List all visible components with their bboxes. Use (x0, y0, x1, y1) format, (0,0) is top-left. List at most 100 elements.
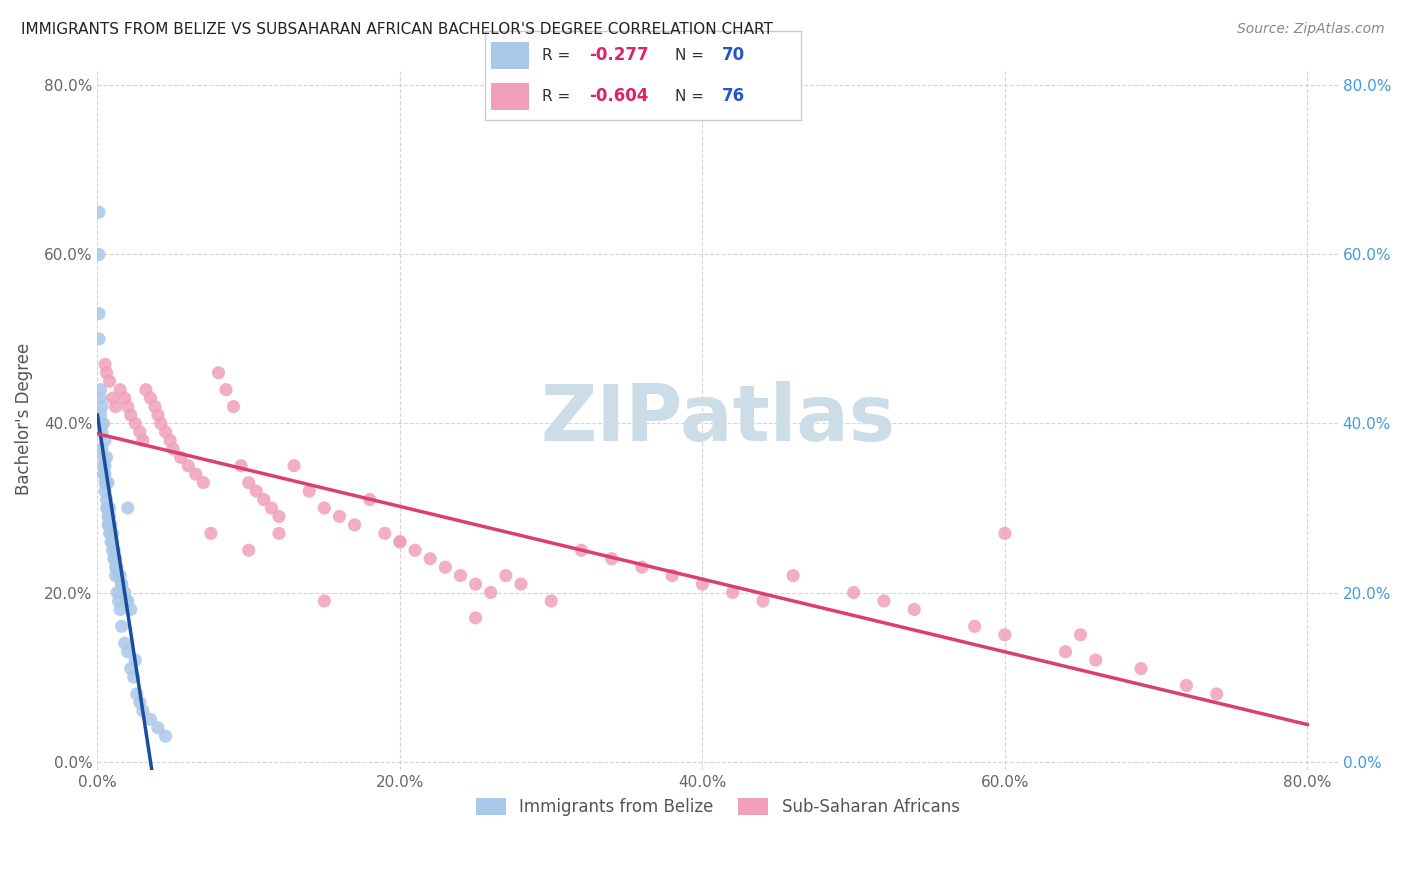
Point (104, 551, 127, 566)
Point (94, 458, 117, 473)
Point (91, 442, 114, 456)
Point (238, 543, 260, 558)
Point (87, 332, 110, 346)
Point (132, 704, 155, 718)
Text: R =: R = (541, 48, 575, 62)
Point (231, 458, 253, 473)
Point (510, 577, 533, 591)
Point (98, 501, 121, 516)
Point (100, 517, 122, 532)
Point (96, 450, 118, 465)
Point (93, 467, 115, 482)
Point (283, 458, 305, 473)
Point (104, 560, 127, 574)
Point (87, 205, 110, 219)
Text: 70: 70 (723, 46, 745, 64)
Point (842, 585, 865, 599)
Text: ZIPatlas: ZIPatlas (540, 381, 896, 458)
Point (89, 383, 111, 397)
Point (117, 645, 139, 659)
Text: N =: N = (675, 89, 709, 103)
Point (108, 383, 131, 397)
Point (1084, 653, 1107, 667)
FancyBboxPatch shape (492, 83, 529, 110)
Point (124, 417, 146, 431)
Point (89, 391, 111, 405)
Point (495, 568, 517, 582)
Point (404, 543, 426, 558)
Point (692, 577, 714, 591)
Point (115, 594, 138, 608)
Point (150, 417, 173, 431)
Point (120, 602, 142, 616)
Point (94, 467, 117, 482)
Point (721, 585, 744, 599)
Point (994, 628, 1017, 642)
Point (97, 517, 120, 532)
Point (120, 408, 142, 422)
Point (143, 400, 166, 414)
Point (93, 458, 115, 473)
Point (184, 467, 207, 482)
Point (464, 577, 486, 591)
Point (89, 408, 111, 422)
Point (103, 551, 125, 566)
Point (207, 366, 229, 380)
Text: -0.277: -0.277 (589, 46, 650, 64)
Point (91, 425, 114, 439)
Point (101, 391, 124, 405)
Point (253, 492, 276, 507)
Point (314, 594, 336, 608)
Point (108, 585, 131, 599)
Point (94, 484, 117, 499)
Point (1070, 628, 1092, 642)
Point (98, 517, 121, 532)
Point (105, 585, 128, 599)
Point (111, 577, 134, 591)
Point (139, 391, 162, 405)
Point (903, 602, 925, 616)
Legend: Immigrants from Belize, Sub-Saharan Africans: Immigrants from Belize, Sub-Saharan Afri… (467, 790, 967, 825)
Text: N =: N = (675, 48, 709, 62)
Point (114, 636, 136, 650)
Point (146, 721, 169, 735)
Point (328, 509, 350, 524)
Point (96, 475, 118, 490)
Point (94, 475, 117, 490)
Point (245, 484, 267, 499)
Point (122, 670, 145, 684)
Text: Source: ZipAtlas.com: Source: ZipAtlas.com (1237, 22, 1385, 37)
Y-axis label: Bachelor's Degree: Bachelor's Degree (15, 343, 32, 495)
Point (111, 619, 134, 633)
Point (98, 509, 121, 524)
Point (169, 450, 191, 465)
Point (193, 475, 215, 490)
Point (114, 391, 136, 405)
Point (177, 458, 200, 473)
Point (434, 560, 457, 574)
Point (125, 687, 148, 701)
Point (103, 543, 125, 558)
Point (101, 534, 124, 549)
Point (124, 653, 146, 667)
Point (222, 400, 245, 414)
Point (139, 712, 162, 726)
Point (314, 501, 336, 516)
Point (91, 417, 114, 431)
Point (631, 560, 654, 574)
Point (107, 594, 129, 608)
Point (200, 526, 222, 541)
Point (1130, 662, 1153, 676)
Point (87, 307, 110, 321)
Point (100, 526, 122, 541)
Text: 76: 76 (723, 87, 745, 105)
Point (128, 425, 150, 439)
Point (135, 383, 157, 397)
Point (108, 568, 131, 582)
Point (298, 484, 321, 499)
Point (93, 450, 115, 465)
Point (117, 594, 139, 608)
Point (782, 568, 804, 582)
Point (96, 492, 118, 507)
Point (873, 594, 896, 608)
